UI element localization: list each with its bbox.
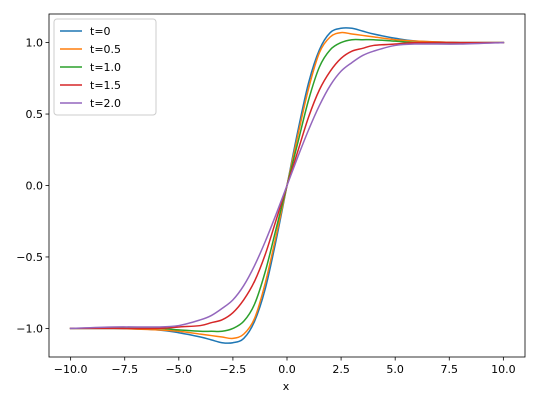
y-tick-label: −1.0 — [16, 322, 43, 335]
legend-box — [53, 18, 157, 116]
y-tick-label: 1.0 — [26, 37, 44, 50]
x-tick-label: 0.0 — [278, 363, 296, 376]
legend: t=0 t=0.5 t=1.0 t=1.5 t=2.0 — [53, 18, 157, 116]
axes-layer: −10.0 −7.5 −5.0 −2.5 0.0 2.5 5.0 7.5 10.0 −1.0 −0.… — [16, 13, 526, 376]
x-tick-label: 10.0 — [491, 363, 516, 376]
x-tick-label: −7.5 — [111, 363, 138, 376]
y-tick-label: 0.5 — [26, 108, 44, 121]
legend-label: t=1.0 — [90, 61, 121, 74]
y-tick-label: −0.5 — [16, 251, 43, 264]
x-tick-label: −10.0 — [54, 363, 88, 376]
series-line-4 — [69, 41, 505, 330]
x-tick-label: 5.0 — [386, 363, 404, 376]
x-axis-label: x — [283, 380, 290, 393]
x-tick-label: −5.0 — [165, 363, 192, 376]
x-tick-label: −2.5 — [220, 363, 247, 376]
series-layer — [69, 27, 505, 344]
x-tick-label: 7.5 — [441, 363, 459, 376]
legend-label: t=0 — [90, 25, 111, 38]
x-tick-label: 2.5 — [332, 363, 350, 376]
legend-label: t=1.5 — [90, 79, 121, 92]
legend-label: t=0.5 — [90, 43, 121, 56]
y-tick-label: 0.0 — [26, 180, 44, 193]
legend-label: t=2.0 — [90, 97, 121, 110]
